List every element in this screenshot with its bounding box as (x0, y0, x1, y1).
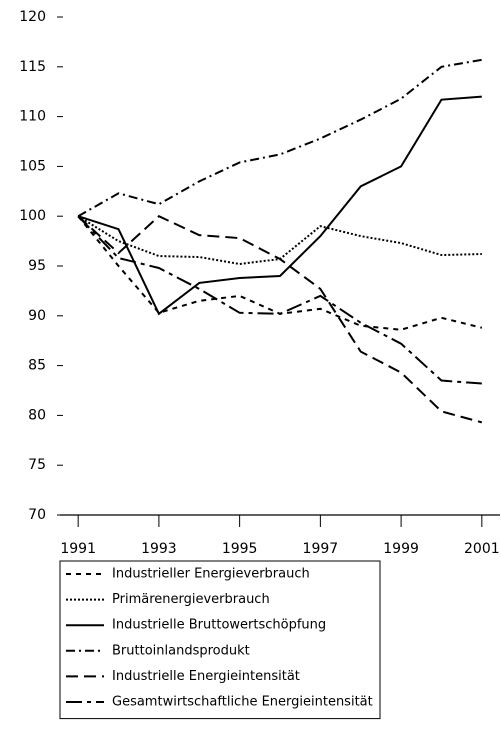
y-tick-label: 90 (28, 308, 46, 324)
x-tick-label: 1993 (141, 541, 177, 557)
legend-label: Primärenergieverbrauch (112, 592, 270, 607)
legend-label: Industrielle Energieintensität (112, 669, 300, 684)
x-tick-label: 1995 (222, 541, 258, 557)
series-line (77, 58, 483, 218)
y-tick-label: 120 (19, 9, 46, 25)
legend-label: Industrielle Bruttowertschöpfung (112, 618, 326, 633)
y-tick-label: 85 (28, 358, 46, 374)
legend: Industrieller Energieverbrauch Primärener… (59, 560, 381, 720)
y-tick-label: 105 (19, 158, 46, 174)
y-tick-label: 100 (19, 208, 46, 224)
x-tick-label: 2001 (464, 541, 500, 557)
legend-label: Industrieller Energieverbrauch (112, 567, 310, 582)
legend-label: Gesamtwirtschaftliche Energieintensität (112, 695, 373, 710)
series-line (77, 215, 483, 424)
series-line (77, 215, 482, 266)
x-tick-label: 1997 (303, 541, 339, 557)
y-tick-label: 80 (28, 407, 46, 423)
y-tick-label: 70 (28, 507, 46, 523)
x-tick-label: 1991 (60, 541, 96, 557)
legend-label: Bruttoinlandsprodukt (112, 643, 250, 658)
y-tick-label: 95 (28, 258, 46, 274)
y-tick-label: 75 (28, 457, 46, 473)
legend-box (59, 560, 381, 720)
series-line (77, 95, 482, 316)
x-tick-label: 1999 (383, 541, 419, 557)
y-tick-label: 115 (19, 59, 46, 75)
y-tick-label: 110 (19, 109, 46, 125)
series-line (77, 215, 482, 385)
